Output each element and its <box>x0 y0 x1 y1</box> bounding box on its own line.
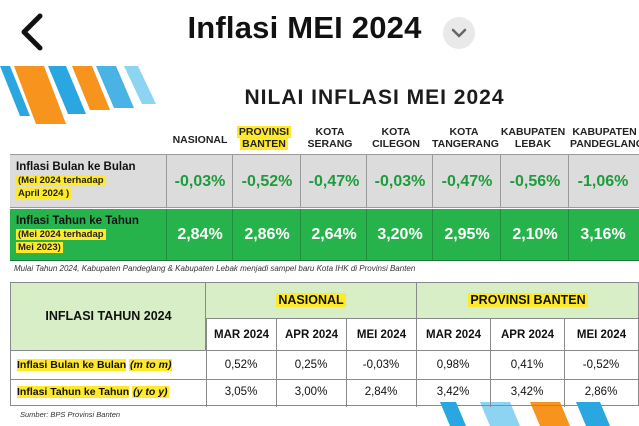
value-cell: 2,64% <box>311 226 357 243</box>
col-kab-lebak: KABUPATEN LEBAK <box>500 126 566 150</box>
footnote: Mulai Tahun 2024, Kabupaten Pandeglang &… <box>14 264 416 273</box>
row-label-mtm: Inflasi Bulan ke Bulan (m to m) <box>17 359 173 371</box>
group-provinsi-banten: PROVINSI BANTEN <box>416 283 638 319</box>
value-cell: 2,84% <box>177 226 223 243</box>
table-cell: 0,41% <box>510 359 544 371</box>
value-cell: -0,03% <box>174 173 226 190</box>
month-header: MEI 2024 <box>564 319 638 351</box>
value-cell: -1,06% <box>577 173 629 190</box>
table-cell: 2,86% <box>584 386 618 398</box>
table-cell: -0,03% <box>362 359 400 371</box>
table-title: INFLASI TAHUN 2024 <box>45 309 172 323</box>
row-label-yoy: Inflasi Tahun ke Tahun (y to y) <box>17 386 169 398</box>
app-bar: Inflasi MEI 2024 <box>0 0 639 64</box>
decorative-stripes <box>0 66 156 124</box>
month-header: MAR 2024 <box>206 319 276 351</box>
table-cell: 3,05% <box>224 386 258 398</box>
table-title-cell: INFLASI TAHUN 2024 <box>11 283 206 351</box>
value-cell: 3,20% <box>377 226 423 243</box>
month-header: APR 2024 <box>490 319 564 351</box>
value-cell: 3,16% <box>580 226 626 243</box>
row-mtm-label: Inflasi Bulan ke Bulan (Mei 2024 terhada… <box>16 161 136 199</box>
month-header: MAR 2024 <box>416 319 490 351</box>
expand-button[interactable] <box>443 17 475 49</box>
table-cell: 0,98% <box>436 359 470 371</box>
chevron-down-icon <box>451 28 467 38</box>
row-yoy-label: Inflasi Tahun ke Tahun (Mei 2024 terhada… <box>16 215 139 253</box>
row-mtm: Inflasi Bulan ke Bulan (Mei 2024 terhada… <box>10 154 639 208</box>
value-cell: -0,47% <box>441 173 493 190</box>
table-cell: 3,00% <box>294 386 328 398</box>
row-yoy: Inflasi Tahun ke Tahun (Mei 2024 terhada… <box>10 209 639 261</box>
table-cell: 2,84% <box>364 386 398 398</box>
value-cell: -0,56% <box>509 173 561 190</box>
table-cell: -0,52% <box>582 359 620 371</box>
value-cell: -0,52% <box>241 173 293 190</box>
value-cell: 2,95% <box>444 226 490 243</box>
group-nasional: NASIONAL <box>206 283 416 319</box>
value-cell: 2,10% <box>512 226 558 243</box>
col-kota-tangerang: KOTA TANGERANG <box>432 126 499 150</box>
col-kota-cilegon: KOTA CILEGON <box>372 126 420 150</box>
value-cell: -0,03% <box>374 173 426 190</box>
table-cell: 0,25% <box>294 359 328 371</box>
source-note: Sumber: BPS Provinsi Banten <box>20 410 121 419</box>
table-cell: 3,42% <box>510 386 544 398</box>
table-cell: 0,52% <box>224 359 258 371</box>
page-title: Inflasi MEI 2024 <box>187 10 422 45</box>
value-cell: 2,86% <box>244 226 290 243</box>
decorative-stripes-bottom <box>440 402 610 426</box>
month-header: APR 2024 <box>276 319 346 351</box>
infographic: NILAI INFLASI MEI 2024 NASIONAL PROVINSI… <box>0 66 639 426</box>
inflation-table-2024: INFLASI TAHUN 2024 NASIONAL PROVINSI BAN… <box>10 282 639 407</box>
infographic-title: NILAI INFLASI MEI 2024 <box>244 86 505 109</box>
col-kota-serang: KOTA SERANG <box>307 126 353 150</box>
month-header: MEI 2024 <box>346 319 416 351</box>
table-cell: 3,42% <box>436 386 470 398</box>
col-nasional: NASIONAL <box>172 134 228 146</box>
value-cell: -0,47% <box>308 173 360 190</box>
chevron-left-icon[interactable] <box>14 12 50 52</box>
col-kab-pandeglang: KABUPATEN PANDEGLANG <box>570 126 639 150</box>
col-provinsi-banten: PROVINSI BANTEN <box>236 126 292 150</box>
